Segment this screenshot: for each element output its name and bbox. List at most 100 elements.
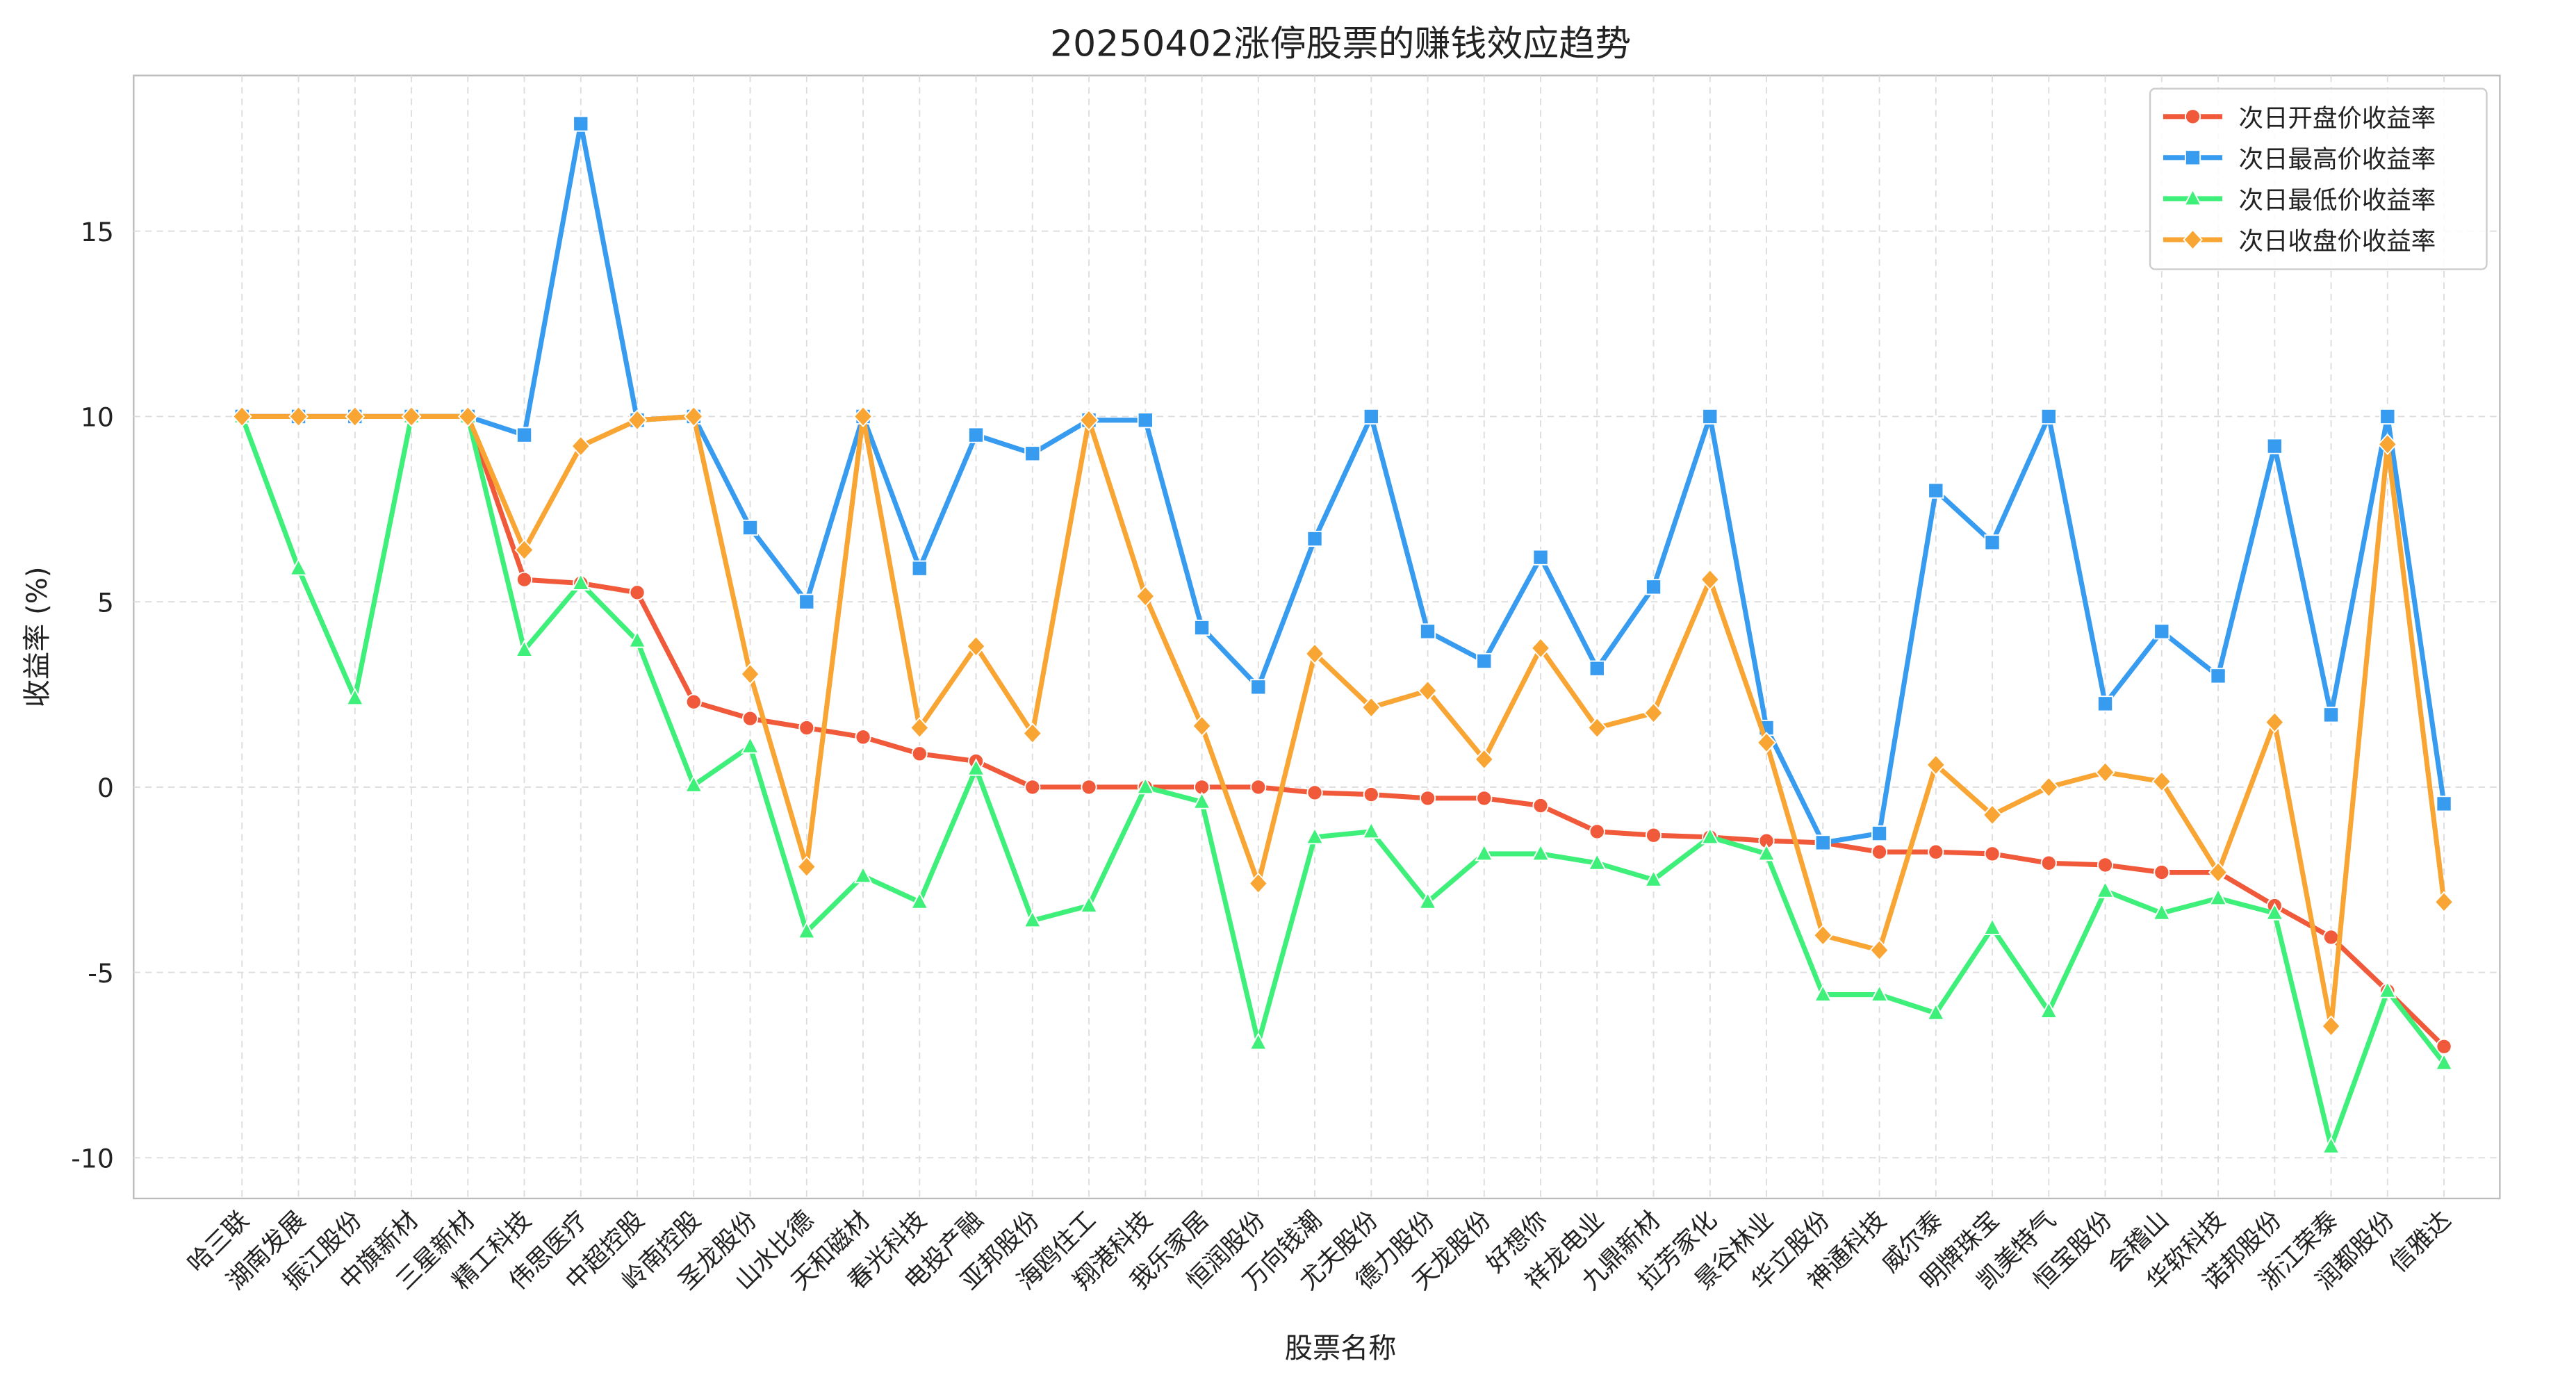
point	[1024, 779, 1041, 796]
point	[798, 593, 815, 610]
point	[2152, 903, 2172, 921]
point	[1249, 1032, 1268, 1051]
point	[2208, 861, 2229, 884]
point	[2436, 796, 2452, 812]
series-line	[242, 121, 2447, 846]
point	[1135, 585, 1156, 607]
plot-frame	[133, 74, 2501, 1200]
point	[1248, 872, 1269, 895]
series	[233, 408, 2452, 1055]
point	[1926, 754, 1946, 776]
point	[685, 693, 702, 710]
point	[1643, 702, 1664, 724]
point	[1928, 843, 1944, 860]
point	[1813, 984, 1832, 1002]
point	[1363, 408, 1379, 425]
point	[1474, 748, 1495, 771]
point	[2097, 695, 2114, 712]
legend-label: 次日最低价收益率	[2239, 186, 2436, 215]
point	[2378, 980, 2397, 998]
point	[2153, 623, 2170, 640]
point	[1024, 445, 1041, 462]
legend-marker	[2184, 108, 2201, 125]
point	[1250, 779, 1267, 796]
point	[2040, 408, 2057, 425]
point	[1418, 891, 1437, 909]
point	[516, 571, 533, 588]
point	[345, 687, 365, 706]
point	[798, 719, 815, 736]
point	[1023, 909, 1042, 928]
point	[1419, 623, 1436, 640]
point	[1644, 869, 1663, 887]
point	[1306, 530, 1323, 547]
y-tick-label: 5	[97, 587, 114, 618]
point	[1531, 843, 1550, 862]
point	[1645, 579, 1662, 595]
point	[1870, 984, 1889, 1002]
point	[2151, 771, 2172, 793]
point	[1869, 939, 1889, 962]
point	[2265, 711, 2285, 734]
point	[2265, 903, 2284, 921]
point	[684, 775, 703, 793]
point	[231, 405, 252, 428]
point	[2210, 668, 2226, 684]
y-axis-label: 收益率 (%)	[22, 566, 54, 707]
point	[1192, 715, 1212, 737]
point	[1305, 826, 1324, 845]
x-tick-label: 信雅达	[2384, 1205, 2456, 1278]
point	[1871, 825, 1888, 842]
point	[741, 710, 759, 727]
point	[1645, 827, 1662, 843]
point	[967, 427, 985, 443]
point	[1081, 779, 1097, 796]
point	[1532, 797, 1549, 814]
point	[1756, 732, 1777, 754]
point	[288, 405, 309, 428]
point	[2321, 1015, 2341, 1037]
point	[1361, 696, 1381, 718]
point	[1926, 1003, 1946, 1021]
point	[911, 560, 928, 577]
point	[741, 519, 759, 536]
point	[2208, 887, 2228, 906]
point	[1022, 722, 1043, 745]
point	[967, 758, 985, 776]
point	[1078, 409, 1099, 431]
point	[2095, 761, 2115, 784]
point	[2322, 929, 2340, 946]
x-axis-label: 股票名称	[1285, 1333, 1397, 1365]
point	[910, 716, 930, 739]
point	[2266, 438, 2283, 454]
point	[1250, 679, 1267, 695]
point	[627, 630, 647, 648]
point	[2097, 857, 2114, 873]
point	[1982, 804, 2003, 826]
point	[1306, 784, 1323, 801]
point	[853, 405, 873, 428]
point	[1757, 843, 1776, 862]
point	[571, 435, 591, 457]
point	[2436, 1038, 2452, 1055]
point	[1532, 549, 1549, 566]
point	[1476, 790, 1493, 807]
point	[401, 405, 422, 428]
point	[741, 736, 760, 754]
point	[1928, 482, 1944, 499]
point	[1475, 843, 1494, 862]
point	[1476, 652, 1493, 670]
series-line	[242, 413, 2446, 1048]
point	[457, 405, 478, 428]
point	[1361, 821, 1381, 839]
y-tick-label: -5	[88, 958, 114, 989]
point	[797, 921, 817, 939]
point	[1137, 412, 1154, 429]
point	[629, 584, 646, 601]
legend-marker	[2183, 188, 2202, 206]
point	[910, 891, 929, 909]
point	[515, 639, 534, 657]
point	[571, 572, 591, 591]
point	[1871, 843, 1888, 860]
